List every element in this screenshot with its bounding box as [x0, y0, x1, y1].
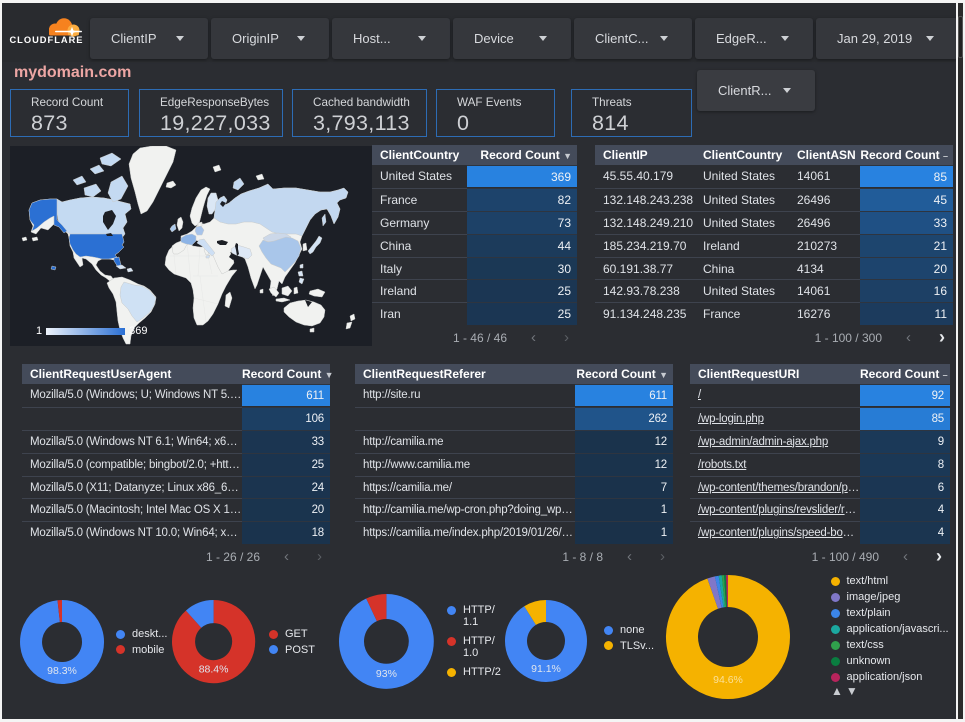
svg-text:91.1%: 91.1%: [531, 663, 561, 675]
svg-text:93%: 93%: [376, 668, 397, 680]
svg-text:98.3%: 98.3%: [47, 665, 77, 677]
svg-text:94.6%: 94.6%: [714, 674, 744, 686]
svg-text:88.4%: 88.4%: [199, 663, 229, 675]
svg-text:CLOUDFLARE: CLOUDFLARE: [9, 35, 83, 45]
